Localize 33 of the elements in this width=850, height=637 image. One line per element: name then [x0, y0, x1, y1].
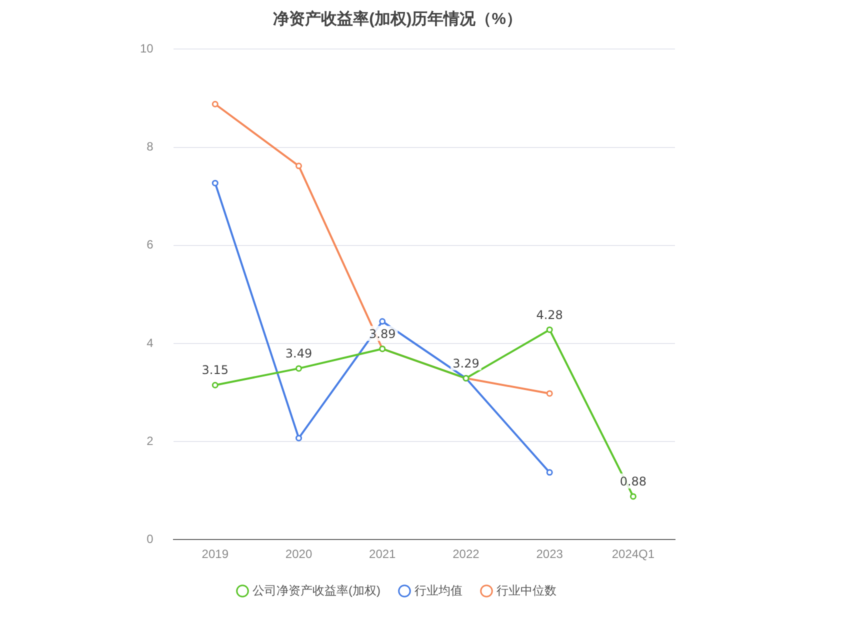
x-tick-label: 2024Q1	[612, 547, 655, 562]
legend-label: 公司净资产收益率(加权)	[252, 583, 381, 598]
x-tick-label: 2021	[369, 547, 396, 562]
data-label: 3.89	[369, 326, 396, 341]
y-tick-label: 2	[146, 434, 154, 448]
data-label: 3.15	[202, 363, 229, 378]
data-label: 0.88	[620, 474, 647, 489]
point	[546, 326, 553, 333]
x-tick-label: 2022	[452, 547, 480, 562]
chart-title: 净资产收益率(加权)历年情况（%）	[273, 9, 522, 28]
data-label: 4.28	[536, 308, 563, 322]
y-tick-label: 6	[146, 238, 154, 252]
x-tick-label: 2019	[202, 547, 229, 562]
point	[212, 382, 218, 388]
x-tick-label: 2023	[536, 547, 564, 562]
point	[379, 318, 386, 325]
data-label: 3.29	[452, 356, 480, 370]
point	[630, 493, 636, 500]
point	[546, 469, 553, 476]
point	[212, 100, 218, 108]
legend-label: 行业均值	[414, 583, 462, 598]
point	[212, 180, 218, 186]
point	[546, 390, 553, 397]
y-tick-label: 10	[140, 42, 154, 56]
x-tick-label: 2020	[285, 547, 312, 562]
point	[296, 434, 302, 442]
data-label: 3.49	[285, 346, 312, 361]
legend-label: 行业中位数	[496, 583, 556, 598]
point	[296, 162, 302, 170]
y-tick-label: 0	[146, 532, 154, 546]
point	[296, 365, 302, 372]
y-tick-label: 4	[146, 336, 154, 350]
y-tick-label: 8	[146, 140, 154, 154]
